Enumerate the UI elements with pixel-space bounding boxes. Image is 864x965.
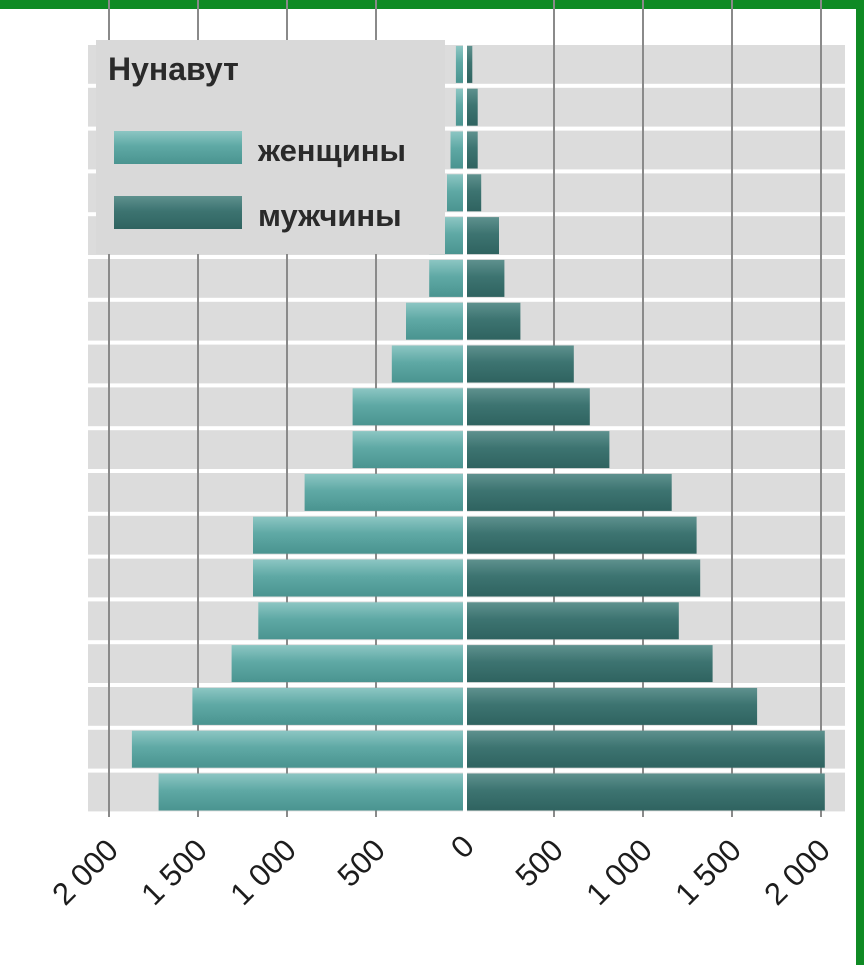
bars [131,45,825,811]
male-bar [467,302,521,340]
female-bar [429,259,463,297]
male-bar [467,730,825,768]
male-bar [467,259,505,297]
female-bar [253,559,463,597]
female-bar [258,602,463,640]
female-bar [391,345,463,383]
female-bar [447,174,463,212]
legend-swatch-male [114,196,242,229]
female-bar [455,45,463,83]
female-bar [253,516,463,554]
male-bar [467,45,473,83]
x-tick-label: 500 [509,832,570,893]
male-bar [467,431,610,469]
female-bar [158,773,463,811]
male-bar [467,773,825,811]
right-border [856,0,864,965]
x-tick-label: 1 000 [579,832,659,912]
x-tick-label: 2 000 [757,832,837,912]
male-bar [467,645,713,683]
x-tick-label: 1 500 [134,832,214,912]
top-border [0,0,864,9]
x-tick-label: 1 000 [223,832,303,912]
male-bar [467,388,590,426]
female-bar [352,388,463,426]
legend-label-female: женщины [257,133,406,168]
male-bar [467,88,478,126]
female-bar [406,302,463,340]
x-tick-label: 1 500 [668,832,748,912]
male-bar [467,687,758,725]
legend-swatch-female [114,131,242,164]
male-bar [467,217,499,255]
male-bar [467,602,679,640]
male-bar [467,345,574,383]
female-bar [231,645,463,683]
female-bar [455,88,463,126]
chart-title: Нунавут [108,51,239,87]
male-bar [467,174,482,212]
male-bar [467,473,672,511]
female-bar [450,131,463,169]
female-bar [304,473,463,511]
male-bar [467,516,697,554]
x-tick-label: 0 [444,828,481,865]
female-bar [352,431,463,469]
x-axis-ticks: 2 000 1 500 1 000 500 0 500 1 000 1 500 2 000 [45,828,837,912]
legend-label-male: мужчины [258,198,402,233]
female-bar [192,687,463,725]
x-tick-label: 2 000 [45,832,125,912]
x-tick-label: 500 [331,832,392,893]
male-bar [467,559,701,597]
female-bar [131,730,463,768]
male-bar [467,131,478,169]
